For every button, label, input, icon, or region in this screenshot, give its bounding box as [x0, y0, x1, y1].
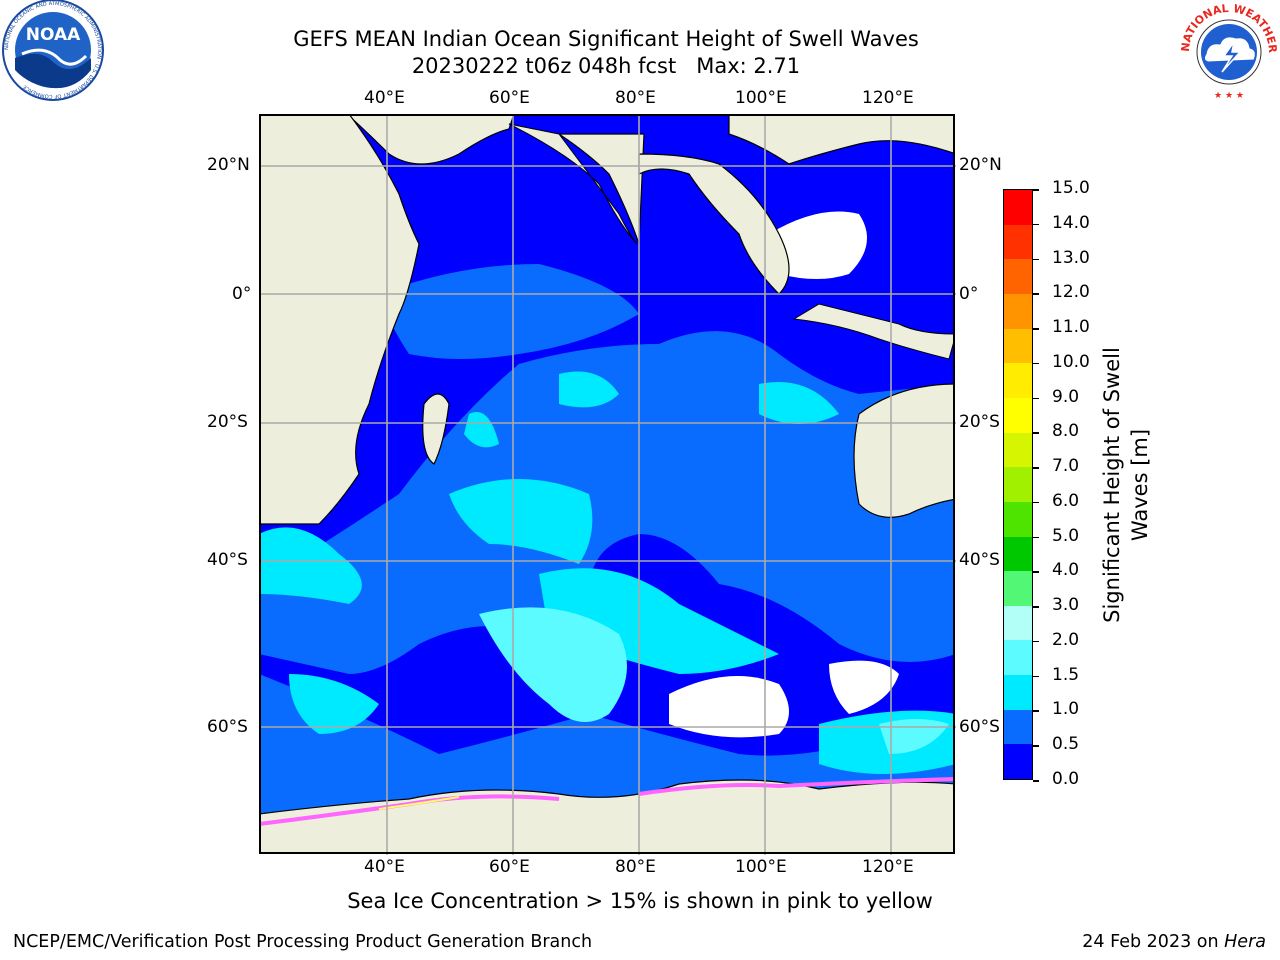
colorbar-tick-label: 1.0	[1052, 699, 1080, 720]
colorbar-segment	[1004, 432, 1032, 468]
lat-label-right-20n: 20°N	[959, 155, 1002, 175]
colorbar-segment	[1004, 571, 1032, 606]
colorbar-tick-mark	[1033, 397, 1039, 400]
colorbar-segment	[1004, 709, 1032, 745]
colorbar-tick-mark	[1033, 328, 1039, 330]
colorbar-tick-mark	[1033, 536, 1039, 539]
lat-label-left-0: 0°	[232, 284, 252, 304]
colorbar-tick-mark	[1033, 223, 1039, 226]
lon-label-top-40e: 40°E	[364, 88, 405, 108]
lat-label-left-40s: 40°S	[207, 550, 248, 570]
lon-label-top-60e: 60°E	[489, 88, 530, 108]
colorbar-tick-mark	[1033, 571, 1039, 573]
colorbar-tick-mark	[1033, 362, 1039, 365]
colorbar-segment	[1004, 224, 1032, 260]
colorbar-tick-label: 15.0	[1052, 178, 1090, 198]
lat-label-right-20s: 20°S	[959, 412, 1000, 432]
footer-date-text: 24 Feb 2023 on	[1082, 932, 1225, 952]
colorbar-tick-label: 0.5	[1052, 734, 1080, 755]
colorbar-segment	[1004, 363, 1032, 398]
lon-label-top-100e: 100°E	[735, 88, 787, 108]
lat-label-left-20n: 20°N	[207, 155, 250, 175]
colorbar-tick-label: 2.0	[1052, 629, 1080, 650]
colorbar-segment	[1004, 190, 1032, 225]
lon-label-bottom-40e: 40°E	[364, 857, 405, 877]
noaa-logo-text: NOAA	[26, 25, 81, 45]
colorbar-tick-mark	[1033, 501, 1039, 504]
colorbar-segment	[1004, 675, 1032, 710]
lon-label-bottom-120e: 120°E	[862, 857, 914, 877]
colorbar	[1003, 189, 1033, 780]
colorbar-tick-label: 12.0	[1052, 282, 1090, 303]
colorbar-title-line-1: Significant Height of Swell	[1100, 347, 1124, 623]
colorbar-tick-label: 4.0	[1052, 560, 1080, 581]
colorbar-segment	[1004, 501, 1032, 537]
colorbar-segment	[1004, 397, 1032, 433]
lon-label-bottom-100e: 100°E	[735, 857, 787, 877]
nws-logo-icon: NATIONAL WEATHER SERVICE ★ ★ ★	[1178, 2, 1279, 101]
colorbar-tick-label: 5.0	[1052, 525, 1080, 546]
colorbar-segment	[1004, 328, 1032, 364]
gridlines	[259, 114, 956, 855]
colorbar-tick-mark	[1033, 780, 1039, 782]
colorbar-tick-mark	[1033, 467, 1039, 469]
colorbar-tick-label: 7.0	[1052, 456, 1080, 477]
colorbar-tick-label: 1.5	[1052, 664, 1080, 685]
colorbar-segment	[1004, 467, 1032, 502]
colorbar-tick-label: 6.0	[1052, 490, 1080, 511]
swell-height-map	[259, 114, 956, 855]
lon-label-top-80e: 80°E	[615, 88, 656, 108]
colorbar-tick-label: 13.0	[1052, 247, 1090, 268]
colorbar-tick-label: 8.0	[1052, 421, 1080, 442]
colorbar-tick-label: 10.0	[1052, 351, 1090, 372]
colorbar-tick-mark	[1033, 745, 1039, 747]
chart-title: GEFS MEAN Indian Ocean Significant Heigh…	[293, 27, 919, 51]
footer-date: 24 Feb 2023 on Hera	[1082, 932, 1266, 952]
colorbar-tick-mark	[1033, 710, 1039, 712]
lat-label-right-0: 0°	[959, 284, 979, 304]
colorbar-tick-label: 9.0	[1052, 386, 1080, 407]
lon-label-bottom-60e: 60°E	[489, 857, 530, 877]
colorbar-segment	[1004, 259, 1032, 295]
footer-host: Hera	[1224, 932, 1266, 952]
svg-text:★ ★ ★: ★ ★ ★	[1214, 91, 1244, 101]
colorbar-tick-mark	[1033, 606, 1039, 608]
lon-label-bottom-80e: 80°E	[615, 857, 656, 877]
colorbar-tick-label: 11.0	[1052, 317, 1090, 338]
colorbar-tick-mark	[1033, 258, 1039, 261]
lat-label-left-20s: 20°S	[207, 412, 248, 432]
colorbar-tick-label: 14.0	[1052, 212, 1090, 233]
noaa-logo-icon: NOAA NATIONAL OCEANIC AND ATMOSPHERIC AD…	[2, 0, 104, 101]
colorbar-segment	[1004, 605, 1032, 641]
colorbar-tick-label: 0.0	[1052, 769, 1080, 789]
colorbar-segment	[1004, 744, 1032, 779]
colorbar-title: Significant Height of Swell Waves [m]	[1098, 315, 1158, 655]
footer-credit: NCEP/EMC/Verification Post Processing Pr…	[13, 932, 593, 952]
lat-label-left-60s: 60°S	[207, 717, 248, 737]
colorbar-tick-mark	[1033, 293, 1039, 295]
lat-label-right-40s: 40°S	[959, 550, 1000, 570]
colorbar-tick-mark	[1033, 432, 1039, 434]
colorbar-segment	[1004, 294, 1032, 329]
colorbar-segment	[1004, 640, 1032, 676]
lon-label-top-120e: 120°E	[862, 88, 914, 108]
chart-subtitle: 20230222 t06z 048h fcst Max: 2.71	[411, 54, 801, 78]
colorbar-tick-mark	[1033, 675, 1039, 678]
colorbar-tick-label: 3.0	[1052, 595, 1080, 616]
colorbar-tick-mark	[1033, 189, 1039, 191]
lat-label-right-60s: 60°S	[959, 717, 1000, 737]
colorbar-segment	[1004, 536, 1032, 572]
sea-ice-note: Sea Ice Concentration > 15% is shown in …	[347, 889, 933, 913]
colorbar-title-line-2: Waves [m]	[1128, 428, 1152, 542]
colorbar-tick-mark	[1033, 640, 1039, 643]
